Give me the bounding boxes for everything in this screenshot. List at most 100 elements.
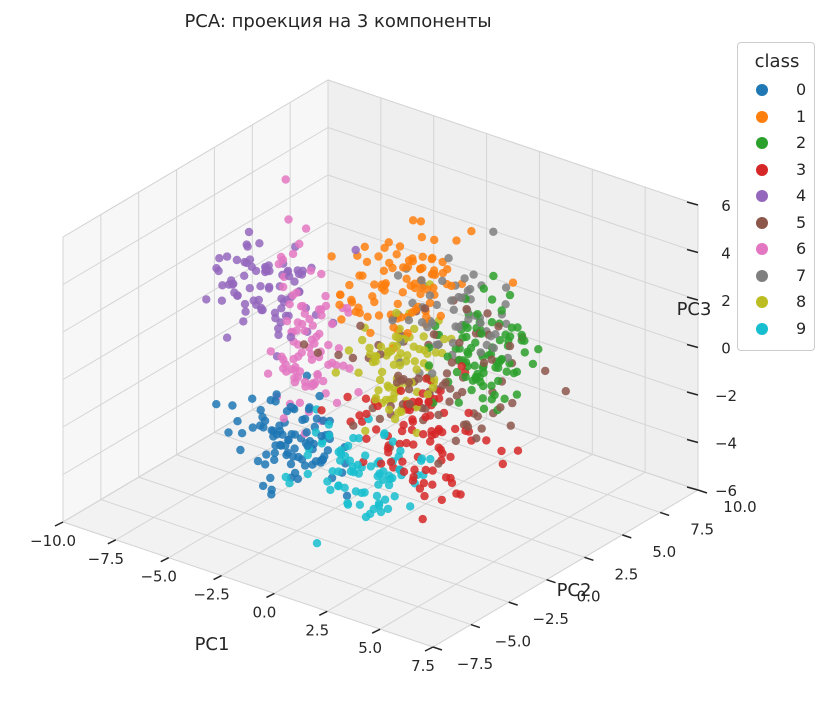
data-point-class-3 bbox=[372, 425, 381, 434]
x-tick-label: −7.5 bbox=[88, 550, 124, 568]
data-point-class-0 bbox=[267, 490, 276, 499]
data-point-class-4 bbox=[218, 281, 227, 290]
data-point-class-8 bbox=[331, 368, 340, 377]
data-point-class-2 bbox=[502, 367, 511, 376]
data-point-class-6 bbox=[284, 215, 293, 224]
data-point-class-0 bbox=[298, 415, 307, 425]
data-point-class-9 bbox=[334, 467, 343, 476]
data-point-class-2 bbox=[443, 352, 452, 361]
data-point-class-4 bbox=[255, 239, 264, 248]
data-point-class-5 bbox=[429, 330, 439, 339]
grid-line-x-floor bbox=[432, 489, 699, 648]
legend-item-class-7: 7 bbox=[738, 265, 816, 287]
data-point-class-9 bbox=[351, 487, 361, 496]
data-point-class-0 bbox=[284, 435, 293, 445]
data-point-class-0 bbox=[290, 468, 300, 478]
axis-tick bbox=[686, 391, 699, 396]
data-point-class-4 bbox=[244, 227, 254, 237]
data-point-class-3 bbox=[434, 394, 444, 403]
data-point-class-8 bbox=[395, 361, 405, 370]
data-point-class-7 bbox=[393, 271, 403, 280]
data-point-class-3 bbox=[397, 426, 407, 436]
data-point-class-2 bbox=[424, 361, 434, 370]
legend-swatch bbox=[756, 243, 768, 255]
data-point-class-4 bbox=[227, 276, 236, 285]
axis-tick bbox=[432, 646, 443, 651]
data-point-class-7 bbox=[501, 283, 511, 292]
data-point-class-6 bbox=[279, 282, 288, 292]
data-point-class-6 bbox=[324, 360, 333, 369]
data-point-class-8 bbox=[371, 395, 380, 404]
data-point-class-5 bbox=[356, 321, 365, 330]
data-point-class-0 bbox=[311, 457, 321, 466]
data-point-class-8 bbox=[428, 383, 438, 392]
data-point-class-9 bbox=[426, 454, 435, 464]
data-point-class-3 bbox=[421, 412, 430, 422]
axis-tick bbox=[371, 628, 381, 634]
data-point-class-1 bbox=[398, 288, 407, 297]
z-tick-label: 4 bbox=[721, 245, 731, 263]
data-point-class-4 bbox=[274, 324, 283, 333]
data-point-class-7 bbox=[423, 323, 432, 332]
data-point-class-1 bbox=[368, 292, 377, 301]
data-point-class-3 bbox=[399, 467, 409, 476]
data-point-class-2 bbox=[478, 381, 488, 391]
data-point-class-4 bbox=[242, 258, 251, 268]
data-point-class-8 bbox=[377, 367, 387, 377]
x-tick-label: 5.0 bbox=[358, 639, 382, 657]
data-point-class-9 bbox=[343, 498, 352, 508]
data-point-class-3 bbox=[396, 386, 406, 396]
data-point-class-3 bbox=[452, 489, 461, 498]
legend-label: 5 bbox=[796, 212, 807, 232]
grid-line-x-floor bbox=[221, 418, 487, 577]
grid-line-x-floor bbox=[115, 382, 382, 541]
data-point-class-6 bbox=[300, 309, 309, 318]
z-tick-label: 6 bbox=[721, 197, 731, 215]
data-point-class-4 bbox=[351, 245, 360, 255]
data-point-class-3 bbox=[419, 430, 428, 439]
grid-line-z-back bbox=[327, 269, 699, 396]
data-point-class-5 bbox=[487, 355, 496, 364]
data-point-class-6 bbox=[282, 316, 292, 326]
data-point-class-3 bbox=[438, 449, 447, 458]
data-point-class-5 bbox=[477, 424, 486, 433]
data-point-class-2 bbox=[520, 348, 529, 357]
grid-line-y-floor bbox=[176, 454, 547, 581]
data-point-class-0 bbox=[266, 396, 275, 405]
data-point-class-4 bbox=[285, 272, 294, 281]
data-point-class-2 bbox=[505, 290, 515, 300]
data-point-class-3 bbox=[427, 431, 436, 440]
data-point-class-7 bbox=[425, 291, 435, 300]
data-point-class-1 bbox=[395, 242, 405, 251]
data-point-class-2 bbox=[478, 394, 487, 403]
data-point-class-6 bbox=[324, 340, 333, 350]
data-point-class-2 bbox=[471, 338, 480, 347]
data-point-class-9 bbox=[416, 456, 426, 465]
data-point-class-0 bbox=[259, 423, 268, 432]
data-point-class-1 bbox=[362, 257, 372, 267]
data-point-class-9 bbox=[366, 462, 376, 471]
data-point-class-2 bbox=[461, 372, 470, 382]
data-point-class-4 bbox=[257, 305, 266, 315]
data-point-class-8 bbox=[392, 341, 401, 351]
axis-tick bbox=[318, 610, 328, 616]
legend-label: 9 bbox=[796, 318, 807, 338]
data-point-class-2 bbox=[534, 345, 543, 354]
data-point-class-1 bbox=[392, 250, 401, 259]
data-point-class-3 bbox=[362, 409, 371, 419]
data-point-class-7 bbox=[428, 369, 437, 378]
data-point-class-3 bbox=[409, 440, 418, 449]
data-point-class-0 bbox=[303, 441, 312, 450]
data-point-class-4 bbox=[264, 284, 274, 293]
data-point-class-5 bbox=[463, 422, 473, 431]
data-point-class-2 bbox=[513, 323, 522, 332]
data-point-class-8 bbox=[440, 334, 449, 344]
data-point-class-3 bbox=[383, 444, 393, 453]
x-tick-label: 7.5 bbox=[411, 657, 435, 675]
data-point-class-1 bbox=[406, 281, 415, 290]
data-point-class-3 bbox=[451, 424, 460, 434]
data-point-class-4 bbox=[274, 330, 283, 340]
data-point-class-3 bbox=[408, 476, 418, 485]
data-point-class-7 bbox=[438, 276, 447, 286]
